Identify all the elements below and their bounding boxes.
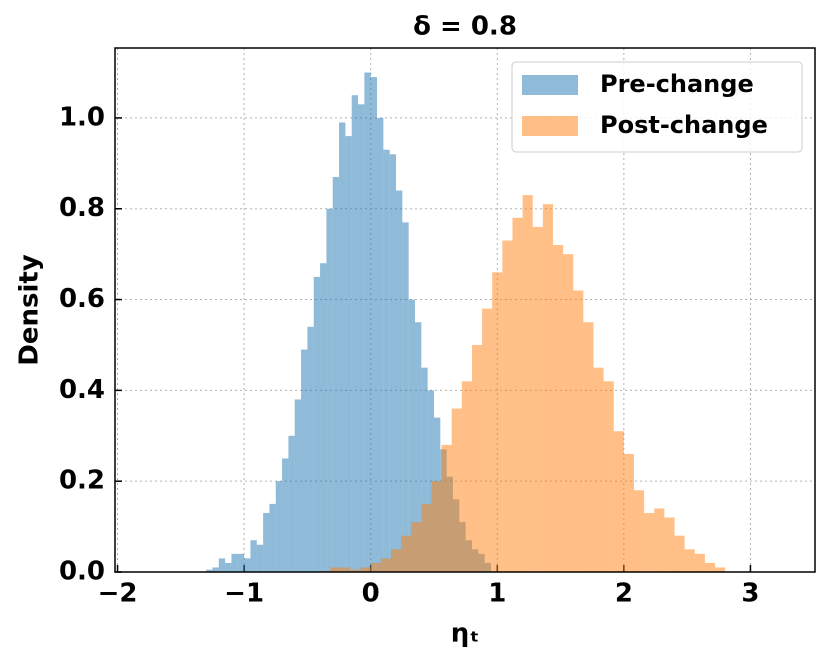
bar (339, 122, 346, 572)
bar (408, 299, 415, 572)
legend-swatch (522, 75, 578, 95)
chart-title: δ = 0.8 (413, 12, 517, 42)
bar (402, 222, 409, 572)
legend-box (511, 61, 803, 153)
bar (370, 77, 378, 572)
x-tick-label: −2 (98, 579, 138, 609)
bar (532, 226, 543, 573)
bar (364, 72, 371, 572)
bar (351, 95, 359, 572)
bar (552, 245, 564, 572)
bar (326, 208, 333, 572)
bar (396, 190, 403, 572)
y-tick-label: 1.0 (59, 102, 105, 132)
bar (313, 276, 321, 572)
bar (218, 558, 226, 572)
bar (421, 367, 428, 572)
bar (237, 553, 245, 572)
y-tick-label: 0.6 (59, 284, 105, 314)
bar (644, 512, 655, 572)
bar (613, 431, 624, 572)
bar (674, 535, 685, 572)
bar (471, 344, 483, 572)
bar (654, 508, 665, 572)
bar (427, 390, 434, 572)
bar (301, 349, 308, 572)
bar (231, 553, 238, 572)
bar (492, 272, 503, 572)
bar (390, 549, 402, 572)
plot-frame (114, 47, 816, 573)
bar (360, 567, 371, 572)
bar (206, 569, 213, 572)
bar (340, 567, 351, 572)
bar (715, 567, 726, 572)
legend-swatch (522, 116, 578, 136)
bar (441, 444, 452, 572)
bar (664, 517, 675, 572)
bar (307, 326, 314, 572)
bar (421, 503, 432, 572)
bar (320, 263, 327, 572)
y-tick-label: 0.8 (59, 193, 105, 223)
bar (275, 481, 283, 572)
bar (415, 322, 422, 572)
bar (431, 481, 442, 572)
bar (512, 217, 523, 572)
bar (332, 176, 340, 572)
bar (330, 567, 341, 572)
x-tick-label: −1 (224, 579, 264, 609)
bar (401, 535, 412, 572)
y-tick-label: 0.2 (59, 466, 105, 496)
bar (573, 290, 584, 572)
bar (563, 254, 574, 572)
bar (482, 308, 493, 572)
bar (370, 562, 381, 572)
bar (256, 544, 264, 572)
bar (522, 195, 533, 573)
bar (383, 149, 390, 572)
bar (451, 408, 462, 572)
bar (345, 136, 352, 572)
bar (633, 490, 645, 572)
bar (294, 399, 302, 572)
bar (263, 512, 270, 572)
bar (694, 553, 705, 572)
bar (593, 367, 604, 572)
legend-label: Post-change (600, 111, 768, 139)
bar (380, 558, 391, 572)
bar (225, 562, 232, 572)
bar (542, 204, 553, 572)
bar (623, 453, 634, 572)
x-axis-label: ηₜ (451, 619, 480, 649)
x-tick-label: 1 (488, 579, 506, 609)
y-tick-label: 0.4 (59, 375, 105, 405)
x-tick-label: 3 (741, 579, 759, 609)
bar (377, 117, 384, 572)
bar (212, 567, 219, 572)
bar (288, 435, 295, 572)
bar (389, 154, 397, 572)
bar (461, 381, 472, 572)
bar (250, 540, 257, 572)
y-tick-label: 0.0 (59, 557, 105, 587)
bar (350, 569, 361, 572)
x-tick-label: 2 (615, 579, 633, 609)
bar (603, 381, 614, 572)
bar (269, 503, 276, 572)
bar (358, 104, 365, 572)
bar (583, 322, 594, 572)
legend-label: Pre-change (600, 70, 754, 98)
bar (244, 558, 251, 572)
x-tick-label: 0 (362, 579, 380, 609)
bar (411, 522, 422, 572)
y-axis-label: Density (15, 254, 45, 366)
bar (282, 458, 289, 572)
bar (684, 549, 695, 572)
bar (704, 562, 715, 572)
bar (502, 240, 513, 572)
